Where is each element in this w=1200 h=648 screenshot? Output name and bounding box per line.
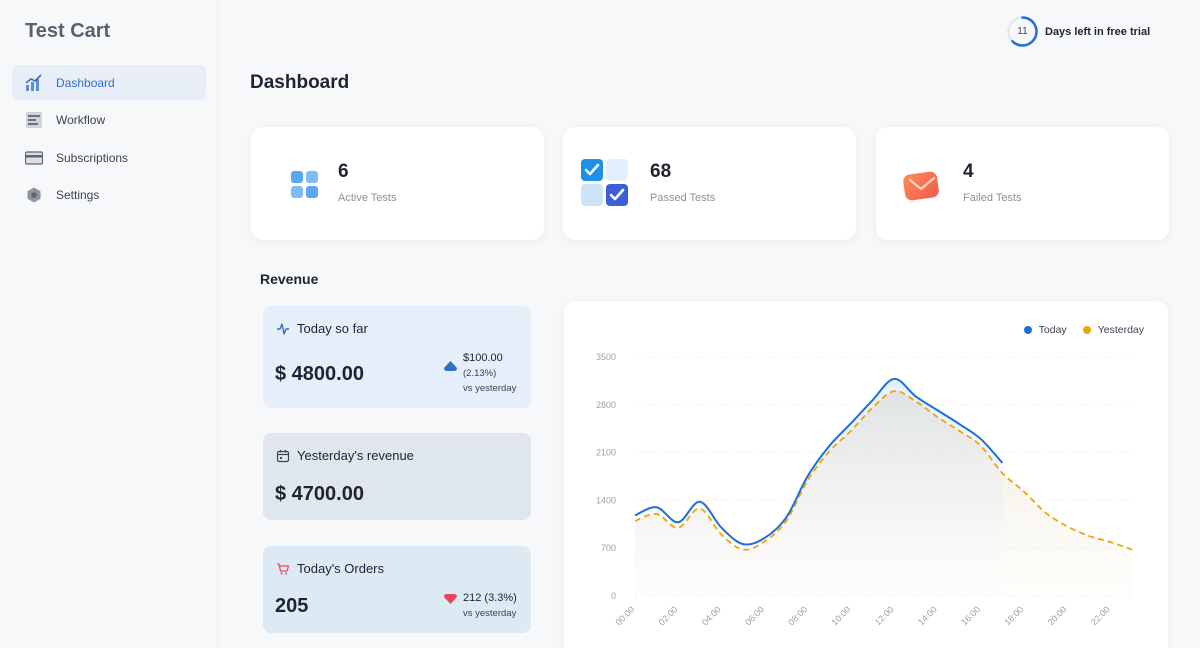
trial-label: Days left in free trial <box>1045 25 1151 38</box>
revenue-card-label: Today so far <box>297 321 368 336</box>
sidebar-item-subscriptions[interactable]: Subscriptions <box>12 140 206 175</box>
legend-dot <box>1082 326 1091 334</box>
x-tick-label: 18:00 <box>1002 604 1025 627</box>
sidebar-item-dashboard[interactable]: Dashboard <box>12 65 206 100</box>
stat-card-failed-tests: 4 Failed Tests <box>876 127 1169 240</box>
trend-down-icon <box>444 594 457 604</box>
stat-card-passed-tests: 68 Passed Tests <box>563 127 856 240</box>
revenue-line-chart: 0 700 1400 2100 2800 3500 00:00 02:00 04:00 06:00… <box>596 352 1133 627</box>
envelope-icon <box>894 157 950 213</box>
sidebar-item-settings[interactable]: Settings <box>12 178 206 213</box>
x-tick-label: 04:00 <box>700 604 723 627</box>
x-tick-label: 02:00 <box>657 604 680 627</box>
x-tick-label: 08:00 <box>786 604 809 627</box>
series-area-today <box>635 378 1003 596</box>
delta-percent: (2.13%) <box>463 368 497 379</box>
revenue-card-label: Yesterday's revenue <box>297 448 414 463</box>
orders-delta: 212 (3.3%) vs yesterday <box>463 591 517 621</box>
y-tick-label: 2100 <box>596 448 616 458</box>
revenue-card-header: Yesterday's revenue <box>276 448 414 463</box>
orders-today-count: 205 <box>275 595 309 617</box>
revenue-card-today: Today so far $ 4800.00 $100.00 (2.13%) v… <box>263 306 531 408</box>
stat-value: 68 <box>650 161 672 182</box>
cart-icon <box>277 562 290 574</box>
brand-name: Test Cart <box>25 20 111 42</box>
y-tick-label: 2800 <box>596 400 616 410</box>
sidebar-item-label: Settings <box>56 188 100 202</box>
y-tick-label: 1400 <box>596 495 616 505</box>
revenue-card-label: Today's Orders <box>297 561 385 576</box>
stat-card-active-tests: 6 Active Tests <box>251 127 544 240</box>
stat-value: 4 <box>963 161 974 182</box>
trial-days-count: 11 <box>1017 26 1028 37</box>
x-tick-label: 20:00 <box>1046 604 1069 627</box>
delta-compare: vs yesterday <box>463 383 517 394</box>
y-tick-label: 700 <box>601 543 616 553</box>
legend-dot <box>1023 326 1032 334</box>
revenue-yesterday-amount: $ 4700.00 <box>275 483 364 505</box>
x-tick-label: 14:00 <box>916 604 939 627</box>
trend-up-icon <box>444 361 457 371</box>
stat-label: Failed Tests <box>963 192 1022 204</box>
x-tick-label: 06:00 <box>743 604 766 627</box>
revenue-card-header: Today's Orders <box>276 561 384 576</box>
trial-progress-ring: 11 <box>1006 15 1039 48</box>
y-tick-label: 3500 <box>596 352 616 362</box>
revenue-chart-card: Today Yesterday 0 700 1400 2100 2800 3500 00:0… <box>564 301 1168 648</box>
calendar-icon <box>276 449 290 462</box>
revenue-card-orders: Today's Orders 205 212 (3.3%) vs yesterd… <box>263 546 531 633</box>
stat-label: Active Tests <box>338 192 397 204</box>
gear-icon <box>25 186 43 204</box>
revenue-title: Revenue <box>260 271 319 287</box>
sidebar-item-workflow[interactable]: Workflow <box>12 103 206 138</box>
x-tick-label: 16:00 <box>959 604 982 627</box>
checkbox-icon <box>577 155 633 211</box>
chart-legend: Today Yesterday <box>1008 324 1144 336</box>
chart-bar-icon <box>25 73 43 92</box>
legend-item-yesterday[interactable]: Yesterday <box>1082 324 1144 336</box>
series-line-today <box>634 377 1004 546</box>
revenue-card-header: Today so far <box>276 321 368 336</box>
revenue-card-yesterday: Yesterday's revenue $ 4700.00 <box>263 433 531 520</box>
delta-compare: vs yesterday <box>463 608 517 619</box>
legend-item-today[interactable]: Today <box>1023 324 1067 336</box>
legend-label: Today <box>1038 324 1067 336</box>
credit-card-icon <box>25 149 43 167</box>
x-tick-label: 00:00 <box>613 604 636 627</box>
revenue-today-delta: $100.00 (2.13%) vs yesterday <box>463 351 516 396</box>
y-tick-label: 0 <box>611 591 616 601</box>
x-tick-label: 22:00 <box>1089 604 1112 627</box>
grid-icon <box>277 157 333 213</box>
x-tick-label: 12:00 <box>873 604 896 627</box>
sidebar-item-label: Workflow <box>56 113 106 127</box>
legend-label: Yesterday <box>1097 324 1144 336</box>
x-tick-label: 10:00 <box>829 604 852 627</box>
sidebar-item-label: Subscriptions <box>56 150 129 165</box>
stat-value: 6 <box>338 161 349 182</box>
revenue-today-amount: $ 4800.00 <box>275 363 364 385</box>
delta-amount: 212 (3.3%) <box>463 592 517 604</box>
sidebar-item-label: Dashboard <box>56 75 115 90</box>
delta-amount: $100.00 <box>463 352 503 364</box>
workflow-icon <box>25 111 43 129</box>
stat-label: Passed Tests <box>650 192 716 204</box>
sidebar-nav: Dashboard Workflow Subscriptions Setting… <box>12 65 206 215</box>
activity-icon <box>277 322 289 335</box>
page-title: Dashboard <box>250 72 350 93</box>
sidebar: Test Cart Dashboard Workflow Subscriptio… <box>0 0 218 648</box>
trial-indicator: 11 Days left in free trial <box>1006 15 1150 48</box>
series-line-yesterday <box>634 390 1133 551</box>
